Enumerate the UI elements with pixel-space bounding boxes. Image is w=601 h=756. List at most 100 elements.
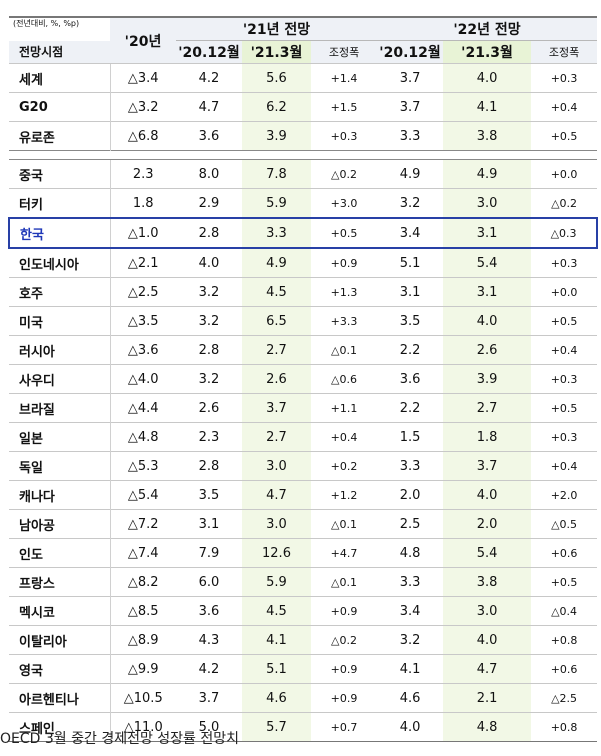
value-2022-adj: +2.0 <box>531 480 598 510</box>
group-separator-cell <box>9 150 598 160</box>
table-row: 영국 △9.9 4.2 5.1 +0.9 4.1 4.7 +0.6 <box>9 654 598 684</box>
value-2021-adj: △0.2 <box>311 159 378 189</box>
country-name: 멕시코 <box>9 596 110 626</box>
header-outlook-time: 전망시점 <box>9 40 110 64</box>
value-2021-adj: +1.1 <box>311 393 378 423</box>
value-2022-adj: +0.5 <box>531 306 598 336</box>
value-2021-adj: +3.3 <box>311 306 378 336</box>
value-2020: △8.9 <box>109 625 176 655</box>
value-2021-prev: 2.3 <box>176 422 242 452</box>
value-2020: △1.0 <box>109 217 176 249</box>
country-name: 일본 <box>9 422 110 452</box>
value-2022-adj: +0.3 <box>531 247 598 278</box>
country-name: G20 <box>9 92 110 122</box>
value-2021-curr: 4.5 <box>242 277 311 307</box>
value-2022-curr: 3.7 <box>443 451 532 481</box>
value-2021-curr: 5.9 <box>242 567 311 597</box>
value-2021-prev: 3.6 <box>176 596 242 626</box>
value-2022-curr: 4.0 <box>443 306 532 336</box>
table-row: 사우디 △4.0 3.2 2.6 △0.6 3.6 3.9 +0.3 <box>9 364 598 394</box>
table-row: G20 △3.2 4.7 6.2 +1.5 3.7 4.1 +0.4 <box>9 92 598 122</box>
value-2022-curr: 2.6 <box>443 335 532 365</box>
value-2022-curr: 2.0 <box>443 509 532 539</box>
value-2021-curr: 5.7 <box>242 712 311 742</box>
value-2020: △4.8 <box>109 422 176 452</box>
value-2022-curr: 2.7 <box>443 393 532 423</box>
units-note: (전년대비, %, %p) <box>9 17 110 41</box>
value-2022-curr: 1.8 <box>443 422 532 452</box>
value-2022-prev: 3.4 <box>377 217 444 249</box>
value-2021-adj: △0.1 <box>311 335 378 365</box>
value-2022-adj: +0.5 <box>531 393 598 423</box>
value-2022-curr: 4.8 <box>443 712 532 742</box>
value-2022-curr: 3.8 <box>443 121 532 151</box>
table-body: 세계 △3.4 4.2 5.6 +1.4 3.7 4.0 +0.3 G20 △3.2 4.7 6.2 +… <box>8 63 599 742</box>
header-2022-adj: 조정폭 <box>531 40 598 64</box>
table-row: 스페인 △11.0 5.0 5.7 +0.7 4.0 4.8 +0.8 <box>9 712 598 742</box>
value-2020: △2.1 <box>109 247 176 278</box>
value-2022-adj: +0.3 <box>531 422 598 452</box>
value-2021-adj: △0.2 <box>311 625 378 655</box>
value-2022-curr: 3.8 <box>443 567 532 597</box>
country-name: 러시아 <box>9 335 110 365</box>
value-2021-curr: 3.0 <box>242 451 311 481</box>
country-name: 브라질 <box>9 393 110 423</box>
table-row: 독일 △5.3 2.8 3.0 +0.2 3.3 3.7 +0.4 <box>9 451 598 481</box>
value-2021-adj: +0.3 <box>311 121 378 151</box>
value-2022-curr: 4.1 <box>443 92 532 122</box>
value-2021-adj: +3.0 <box>311 188 378 218</box>
value-2022-prev: 3.7 <box>377 92 444 122</box>
value-2021-adj: +0.9 <box>311 247 378 278</box>
value-2021-prev: 6.0 <box>176 567 242 597</box>
country-name: 이탈리아 <box>9 625 110 655</box>
value-2022-prev: 3.4 <box>377 596 444 626</box>
table-row-highlighted: 한국 △1.0 2.8 3.3 +0.5 3.4 3.1 △0.3 <box>8 217 599 249</box>
header-2020: '20년 <box>110 17 176 64</box>
growth-forecast-table-wrapper: (전년대비, %, %p) '20년 '21년 전망 '22년 전망 전망시점 … <box>8 16 599 742</box>
value-2021-curr: 4.5 <box>242 596 311 626</box>
value-2020: △3.4 <box>109 63 176 93</box>
header-2022-curr: '21.3월 <box>443 40 532 64</box>
value-2021-curr: 4.1 <box>242 625 311 655</box>
value-2022-curr: 3.0 <box>443 596 532 626</box>
country-name: 남아공 <box>9 509 110 539</box>
value-2022-adj: +0.4 <box>531 451 598 481</box>
value-2020: 1.8 <box>109 188 176 218</box>
value-2021-adj: △0.6 <box>311 364 378 394</box>
value-2021-prev: 3.6 <box>176 121 242 151</box>
value-2021-prev: 2.6 <box>176 393 242 423</box>
value-2022-curr: 2.1 <box>443 683 532 713</box>
country-name: 캐나다 <box>9 480 110 510</box>
value-2022-adj: +0.8 <box>531 625 598 655</box>
country-name: 사우디 <box>9 364 110 394</box>
value-2022-adj: +0.6 <box>531 538 598 568</box>
value-2022-curr: 4.0 <box>443 625 532 655</box>
value-2020: △10.5 <box>109 683 176 713</box>
value-2020: △2.5 <box>109 277 176 307</box>
value-2021-prev: 2.8 <box>176 451 242 481</box>
country-name: 한국 <box>8 217 110 249</box>
value-2021-curr: 7.8 <box>242 159 311 189</box>
value-2022-prev: 3.6 <box>377 364 444 394</box>
value-2021-curr: 2.6 <box>242 364 311 394</box>
value-2021-adj: +0.9 <box>311 596 378 626</box>
value-2020: 2.3 <box>109 159 176 189</box>
table-row: 터키 1.8 2.9 5.9 +3.0 3.2 3.0 △0.2 <box>9 188 598 218</box>
value-2022-prev: 4.0 <box>377 712 444 742</box>
value-2022-adj: +0.5 <box>531 567 598 597</box>
table-row: 멕시코 △8.5 3.6 4.5 +0.9 3.4 3.0 △0.4 <box>9 596 598 626</box>
value-2021-prev: 5.0 <box>176 712 242 742</box>
value-2021-curr: 6.2 <box>242 92 311 122</box>
value-2022-adj: +0.6 <box>531 654 598 684</box>
value-2021-adj: +1.4 <box>311 63 378 93</box>
value-2020: △3.5 <box>109 306 176 336</box>
table-row: 세계 △3.4 4.2 5.6 +1.4 3.7 4.0 +0.3 <box>9 63 598 93</box>
value-2022-prev: 3.3 <box>377 451 444 481</box>
country-name: 프랑스 <box>9 567 110 597</box>
value-2021-prev: 2.9 <box>176 188 242 218</box>
value-2021-curr: 4.7 <box>242 480 311 510</box>
value-2022-adj: △0.4 <box>531 596 598 626</box>
value-2021-curr: 6.5 <box>242 306 311 336</box>
country-name: 인도네시아 <box>9 247 110 278</box>
table-row: 인도네시아 △2.1 4.0 4.9 +0.9 5.1 5.4 +0.3 <box>9 247 598 278</box>
